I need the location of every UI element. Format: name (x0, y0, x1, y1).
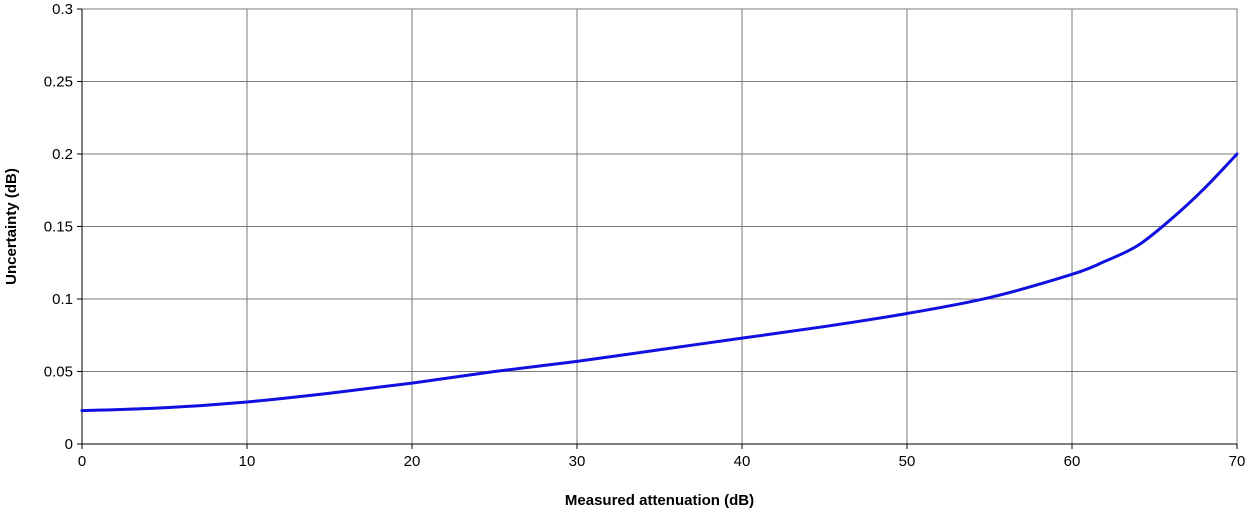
y-tick-label: 0.25 (44, 74, 73, 91)
series-layer (80, 152, 1239, 413)
x-tick-label: 50 (899, 453, 916, 470)
y-axis-ticks: 0 0.05 0.1 0.15 0.2 0.25 0.3 (44, 1, 82, 453)
x-tick-label: 20 (404, 453, 421, 470)
y-tick-label: 0.15 (44, 219, 73, 236)
x-axis-ticks: 0 10 20 30 40 50 60 70 (78, 444, 1246, 470)
x-axis-title: Measured attenuation (dB) (565, 492, 754, 509)
x-tick-label: 40 (734, 453, 751, 470)
series-line (80, 152, 1239, 413)
x-tick-label: 60 (1064, 453, 1081, 470)
grid-lines (82, 9, 1237, 444)
x-tick-label: 70 (1229, 453, 1246, 470)
y-tick-label: 0 (65, 436, 73, 453)
x-tick-label: 30 (569, 453, 586, 470)
y-axis-title: Uncertainty (dB) (3, 168, 20, 285)
x-tick-label: 10 (239, 453, 256, 470)
y-tick-label: 0.1 (52, 291, 73, 308)
x-tick-label: 0 (78, 453, 86, 470)
y-tick-label: 0.05 (44, 364, 73, 381)
y-tick-label: 0.3 (52, 1, 73, 18)
y-tick-label: 0.2 (52, 146, 73, 163)
